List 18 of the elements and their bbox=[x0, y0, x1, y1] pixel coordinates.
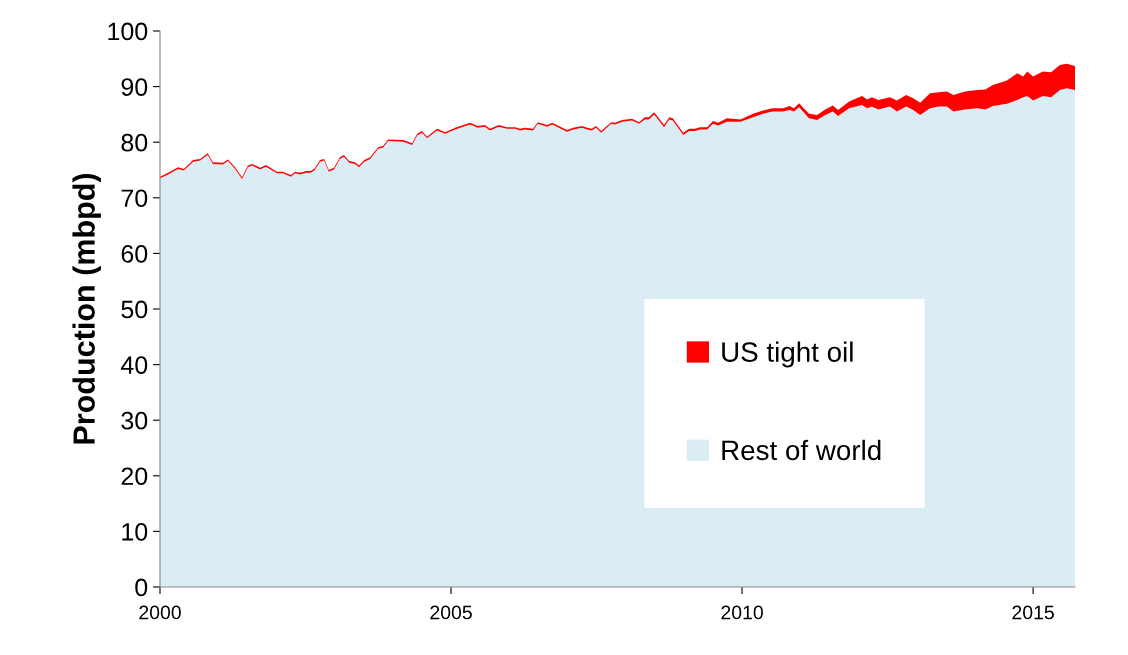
x-tick-label: 2010 bbox=[721, 605, 763, 620]
x-tick-label: 2000 bbox=[139, 605, 181, 620]
y-tick-label: 60 bbox=[121, 245, 148, 263]
x-tick-label: 2015 bbox=[1012, 605, 1054, 620]
y-tick-label: 0 bbox=[135, 578, 148, 597]
series-label: US tight oil bbox=[722, 341, 853, 368]
y-axis-title: Production (mbpd) bbox=[72, 173, 101, 444]
y-tick-label: 70 bbox=[121, 189, 148, 208]
y-tick-label: 20 bbox=[121, 467, 148, 486]
y-tick-label: 50 bbox=[121, 300, 148, 319]
y-tick-label: 100 bbox=[108, 22, 148, 41]
series-label: Rest of world bbox=[722, 439, 881, 461]
y-tick-label: 30 bbox=[121, 411, 148, 430]
y-tick-label: 10 bbox=[122, 523, 148, 541]
y-tick-label: 80 bbox=[121, 133, 148, 152]
y-tick-label: 90 bbox=[121, 78, 148, 96]
x-tick-label: 2005 bbox=[430, 605, 472, 620]
y-tick-label: 40 bbox=[120, 356, 148, 374]
